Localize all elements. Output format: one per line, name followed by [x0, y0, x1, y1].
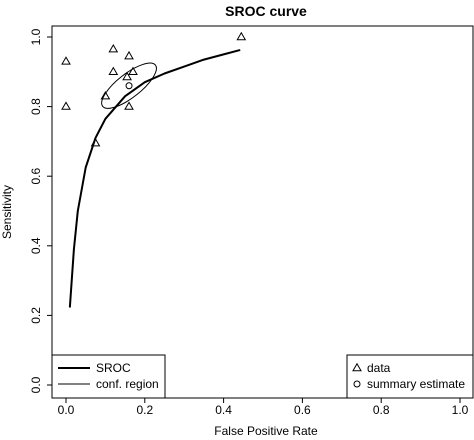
legend-symbol — [353, 380, 361, 388]
data-point — [61, 56, 71, 65]
y-axis-label: Sensitivity — [0, 185, 14, 239]
legend-label: conf. region — [96, 377, 159, 391]
y-tick-label: 0.2 — [29, 307, 43, 324]
data-point — [236, 31, 247, 41]
data-point — [124, 50, 134, 60]
data-point — [128, 66, 138, 75]
confidence-region — [101, 62, 157, 109]
plot-content — [61, 31, 247, 308]
data-point — [108, 66, 119, 75]
y-tick-label: 0.4 — [29, 237, 43, 254]
y-tick-label: 0.6 — [29, 168, 43, 185]
sroc-curve — [68, 49, 241, 308]
x-tick-label: 1.0 — [452, 403, 469, 417]
y-tick-label: 1.0 — [29, 28, 43, 45]
y-axis: 0.0 0.2 0.4 0.6 0.8 1.0 — [29, 28, 52, 393]
plot-frame — [51, 25, 474, 399]
legend-sroc: SROC conf. region — [51, 354, 166, 399]
data-point — [124, 101, 134, 110]
data-point — [90, 137, 101, 147]
legend-box — [346, 354, 474, 399]
x-axis: 0.0 0.2 0.4 0.6 0.8 1.0 — [58, 398, 469, 417]
legend-box — [51, 354, 166, 399]
x-tick-label: 0.2 — [136, 403, 153, 417]
data-point — [100, 91, 111, 100]
legend-data: data summary estimate — [346, 354, 474, 399]
legend-label: summary estimate — [367, 377, 465, 391]
legend-symbol — [352, 362, 362, 372]
data-point — [122, 71, 132, 81]
chart-title: SROC curve — [225, 3, 307, 19]
summary-estimate-point — [125, 82, 133, 90]
x-tick-label: 0.8 — [373, 403, 390, 417]
data-point — [108, 44, 119, 53]
x-tick-label: 0.0 — [58, 403, 75, 417]
x-axis-label: False Positive Rate — [214, 424, 318, 438]
x-tick-label: 0.4 — [215, 403, 232, 417]
data-point — [61, 101, 71, 110]
y-tick-label: 0.0 — [29, 376, 43, 393]
y-tick-label: 0.8 — [29, 98, 43, 115]
legend-label: data — [367, 361, 391, 375]
x-tick-label: 0.6 — [294, 403, 311, 417]
legend-label: SROC — [96, 361, 131, 375]
